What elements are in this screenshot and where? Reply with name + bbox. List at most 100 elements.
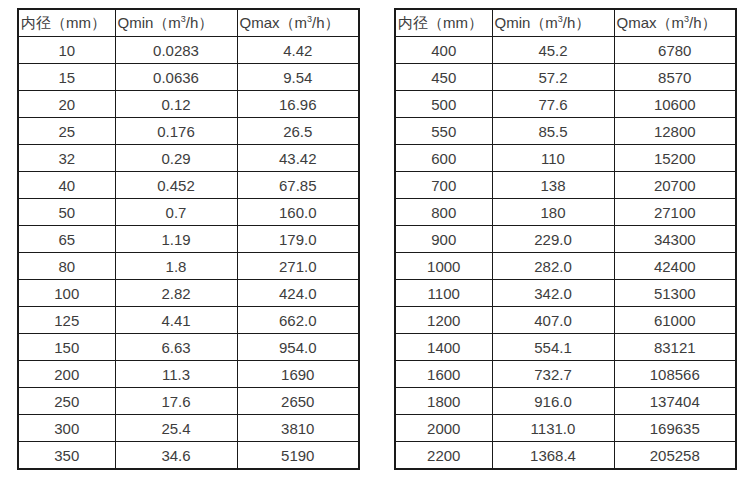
- qmax-cell: 9.54: [237, 64, 359, 91]
- table-row: 900229.034300: [395, 226, 736, 253]
- qmax-cell: 271.0: [237, 253, 359, 280]
- qmin-cell: 0.452: [115, 172, 237, 199]
- diameter-cell: 25: [18, 118, 115, 145]
- qmin-cell: 34.6: [115, 442, 237, 470]
- qmin-cell: 0.176: [115, 118, 237, 145]
- qmin-cell: 11.3: [115, 361, 237, 388]
- diameter-cell: 450: [395, 64, 492, 91]
- header-row: 内径（mm）Qmin（m3/h）Qmax（m3/h）: [395, 9, 736, 37]
- diameter-cell: 1400: [395, 334, 492, 361]
- qmin-cell: 0.0283: [115, 37, 237, 64]
- diameter-cell: 1200: [395, 307, 492, 334]
- table-row: 801.8271.0: [18, 253, 359, 280]
- table-row: 20011.31690: [18, 361, 359, 388]
- qmax-cell: 27100: [614, 199, 736, 226]
- qmin-cell: 1.8: [115, 253, 237, 280]
- qmax-cell: 160.0: [237, 199, 359, 226]
- qmin-cell: 1.19: [115, 226, 237, 253]
- header-qmin: Qmin（m3/h）: [115, 9, 237, 37]
- qmin-cell: 1368.4: [492, 442, 614, 470]
- qmax-cell: 20700: [614, 172, 736, 199]
- qmax-cell: 662.0: [237, 307, 359, 334]
- diameter-cell: 350: [18, 442, 115, 470]
- table-row: 1600732.7108566: [395, 361, 736, 388]
- qmin-cell: 17.6: [115, 388, 237, 415]
- table-row: 35034.65190: [18, 442, 359, 470]
- table-row: 320.2943.42: [18, 145, 359, 172]
- table-row: 22001368.4205258: [395, 442, 736, 470]
- diameter-cell: 800: [395, 199, 492, 226]
- qmax-cell: 83121: [614, 334, 736, 361]
- qmax-cell: 6780: [614, 37, 736, 64]
- qmin-cell: 1131.0: [492, 415, 614, 442]
- table-row: 400.45267.85: [18, 172, 359, 199]
- table-row: 1400554.183121: [395, 334, 736, 361]
- qmin-cell: 180: [492, 199, 614, 226]
- table-row: 30025.43810: [18, 415, 359, 442]
- diameter-cell: 1600: [395, 361, 492, 388]
- qmax-cell: 179.0: [237, 226, 359, 253]
- qmax-cell: 5190: [237, 442, 359, 470]
- qmax-cell: 2650: [237, 388, 359, 415]
- diameter-cell: 700: [395, 172, 492, 199]
- qmax-cell: 42400: [614, 253, 736, 280]
- table-row: 50077.610600: [395, 91, 736, 118]
- diameter-cell: 400: [395, 37, 492, 64]
- qmax-cell: 169635: [614, 415, 736, 442]
- diameter-cell: 50: [18, 199, 115, 226]
- qmin-cell: 0.7: [115, 199, 237, 226]
- qmin-cell: 0.0636: [115, 64, 237, 91]
- diameter-cell: 32: [18, 145, 115, 172]
- table-row: 100.02834.42: [18, 37, 359, 64]
- table-row: 40045.26780: [395, 37, 736, 64]
- qmax-cell: 4.42: [237, 37, 359, 64]
- header-qmin: Qmin（m3/h）: [492, 9, 614, 37]
- table-row: 1800916.0137404: [395, 388, 736, 415]
- qmin-cell: 57.2: [492, 64, 614, 91]
- qmin-cell: 77.6: [492, 91, 614, 118]
- flow-table-left: 内径（mm）Qmin（m3/h）Qmax（m3/h） 100.02834.421…: [17, 8, 360, 470]
- qmax-cell: 10600: [614, 91, 736, 118]
- table-row: 250.17626.5: [18, 118, 359, 145]
- table-row: 651.19179.0: [18, 226, 359, 253]
- qmin-cell: 732.7: [492, 361, 614, 388]
- qmax-cell: 3810: [237, 415, 359, 442]
- table-row: 1254.41662.0: [18, 307, 359, 334]
- qmin-cell: 282.0: [492, 253, 614, 280]
- qmin-cell: 138: [492, 172, 614, 199]
- diameter-cell: 150: [18, 334, 115, 361]
- qmax-cell: 61000: [614, 307, 736, 334]
- qmax-cell: 8570: [614, 64, 736, 91]
- qmin-cell: 407.0: [492, 307, 614, 334]
- table-row: 1200407.061000: [395, 307, 736, 334]
- qmax-cell: 137404: [614, 388, 736, 415]
- diameter-cell: 20: [18, 91, 115, 118]
- qmax-cell: 205258: [614, 442, 736, 470]
- diameter-cell: 100: [18, 280, 115, 307]
- qmin-cell: 0.12: [115, 91, 237, 118]
- qmax-cell: 954.0: [237, 334, 359, 361]
- diameter-cell: 500: [395, 91, 492, 118]
- table-row: 55085.512800: [395, 118, 736, 145]
- diameter-cell: 200: [18, 361, 115, 388]
- diameter-cell: 1800: [395, 388, 492, 415]
- qmax-cell: 12800: [614, 118, 736, 145]
- diameter-cell: 2200: [395, 442, 492, 470]
- qmax-cell: 16.96: [237, 91, 359, 118]
- qmin-cell: 554.1: [492, 334, 614, 361]
- qmin-cell: 4.41: [115, 307, 237, 334]
- table-row: 1000282.042400: [395, 253, 736, 280]
- diameter-cell: 550: [395, 118, 492, 145]
- diameter-cell: 80: [18, 253, 115, 280]
- table-row: 70013820700: [395, 172, 736, 199]
- diameter-cell: 300: [18, 415, 115, 442]
- qmin-cell: 25.4: [115, 415, 237, 442]
- qmin-cell: 6.63: [115, 334, 237, 361]
- qmin-cell: 916.0: [492, 388, 614, 415]
- qmax-cell: 1690: [237, 361, 359, 388]
- table-row: 1002.82424.0: [18, 280, 359, 307]
- table-row: 20001131.0169635: [395, 415, 736, 442]
- table-row: 500.7160.0: [18, 199, 359, 226]
- diameter-cell: 65: [18, 226, 115, 253]
- qmax-cell: 15200: [614, 145, 736, 172]
